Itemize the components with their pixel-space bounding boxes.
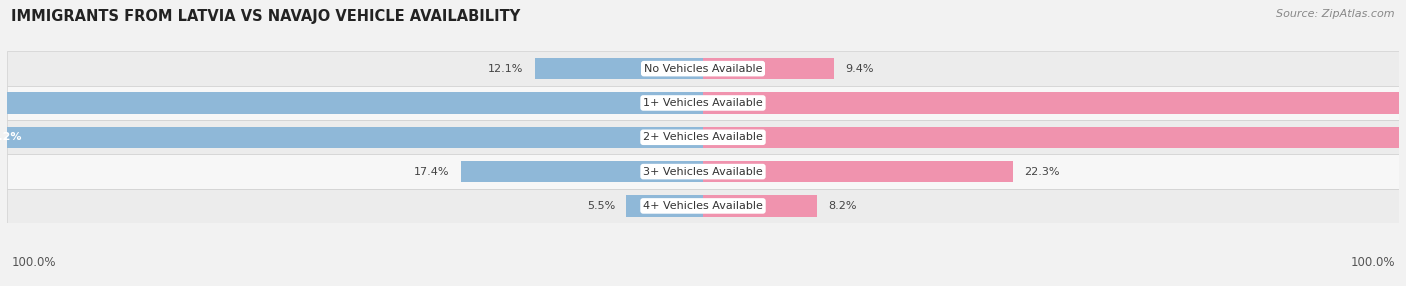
- Text: Source: ZipAtlas.com: Source: ZipAtlas.com: [1277, 9, 1395, 19]
- Bar: [534, 58, 703, 79]
- Text: 17.4%: 17.4%: [415, 167, 450, 176]
- Text: 12.1%: 12.1%: [488, 64, 523, 74]
- Bar: [703, 127, 1406, 148]
- Bar: [0, 127, 703, 148]
- Text: 3+ Vehicles Available: 3+ Vehicles Available: [643, 167, 763, 176]
- Text: 52.2%: 52.2%: [0, 132, 22, 142]
- Bar: [0, 92, 703, 114]
- Text: 4+ Vehicles Available: 4+ Vehicles Available: [643, 201, 763, 211]
- Bar: [703, 195, 817, 217]
- Bar: [703, 161, 1014, 182]
- Text: 8.2%: 8.2%: [828, 201, 856, 211]
- Text: IMMIGRANTS FROM LATVIA VS NAVAJO VEHICLE AVAILABILITY: IMMIGRANTS FROM LATVIA VS NAVAJO VEHICLE…: [11, 9, 520, 23]
- Text: 9.4%: 9.4%: [845, 64, 873, 74]
- Bar: [7, 120, 1399, 154]
- Bar: [7, 154, 1399, 189]
- Text: 2+ Vehicles Available: 2+ Vehicles Available: [643, 132, 763, 142]
- Bar: [7, 51, 1399, 86]
- Bar: [7, 86, 1399, 120]
- Text: 100.0%: 100.0%: [11, 256, 56, 269]
- Bar: [703, 58, 834, 79]
- Text: 1+ Vehicles Available: 1+ Vehicles Available: [643, 98, 763, 108]
- Bar: [703, 92, 1406, 114]
- Bar: [627, 195, 703, 217]
- Bar: [7, 189, 1399, 223]
- Text: 22.3%: 22.3%: [1025, 167, 1060, 176]
- Bar: [461, 161, 703, 182]
- Text: 5.5%: 5.5%: [588, 201, 616, 211]
- Text: No Vehicles Available: No Vehicles Available: [644, 64, 762, 74]
- Text: 100.0%: 100.0%: [1350, 256, 1395, 269]
